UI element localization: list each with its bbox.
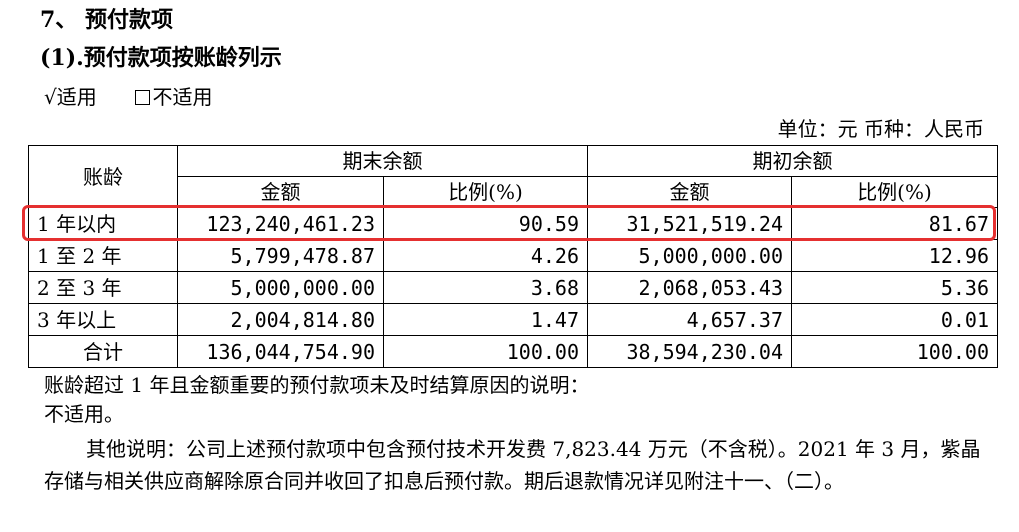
begin-amount-cell: 38,594,230.04 — [587, 335, 792, 368]
other-notes: 其他说明：公司上述预付款项中包含预付技术开发费 7,823.44 万元（不含税）… — [44, 437, 981, 493]
end-amount-cell: 123,240,461.23 — [177, 207, 384, 240]
aging-cell: 1 至 2 年 — [28, 239, 178, 272]
table-row: 1 至 2 年 5,799,478.87 4.26 5,000,000.00 1… — [28, 239, 998, 272]
table-row: 1 年以内 123,240,461.23 90.59 31,521,519.24… — [28, 207, 998, 240]
aging-table: 账龄 期末余额 期初余额 金额 比例(%) 金额 比例(%) 1 年以内 123… — [28, 145, 998, 368]
begin-ratio-cell: 0.01 — [791, 303, 998, 336]
applicability-options: √适用 不适用 — [44, 84, 212, 110]
empty-checkbox-icon — [135, 90, 151, 105]
aging-cell: 3 年以上 — [28, 303, 178, 336]
begin-amount-cell: 5,000,000.00 — [587, 239, 792, 272]
end-ratio-cell: 1.47 — [383, 303, 588, 336]
end-amount-cell: 5,799,478.87 — [177, 239, 384, 272]
applicable-label: 适用 — [56, 85, 97, 109]
end-ratio-cell: 3.68 — [383, 271, 588, 304]
section-subtitle: (1).预付款项按账龄列示 — [40, 45, 282, 71]
explanation-value: 不适用。 — [44, 402, 124, 426]
beginning-balance-header: 期初余额 — [587, 145, 998, 177]
begin-ratio-cell: 5.36 — [791, 271, 998, 304]
end-ratio-header: 比例(%) — [383, 176, 588, 208]
end-amount-cell: 5,000,000.00 — [177, 271, 384, 304]
total-row: 合计 136,044,754.90 100.00 38,594,230.04 1… — [28, 335, 998, 368]
begin-amount-cell: 31,521,519.24 — [587, 207, 792, 240]
begin-ratio-cell: 81.67 — [791, 207, 998, 240]
end-ratio-cell: 90.59 — [383, 207, 588, 240]
begin-ratio-cell: 100.00 — [791, 335, 998, 368]
end-amount-cell: 2,004,814.80 — [177, 303, 384, 336]
section-title: 7、 预付款项 — [40, 7, 173, 33]
table-row: 3 年以上 2,004,814.80 1.47 4,657.37 0.01 — [28, 303, 998, 336]
end-amount-cell: 136,044,754.90 — [177, 335, 384, 368]
table-row: 2 至 3 年 5,000,000.00 3.68 2,068,053.43 5… — [28, 271, 998, 304]
explanation-title: 账龄超过 1 年且金额重要的预付款项未及时结算原因的说明： — [44, 373, 590, 397]
begin-amount-cell: 4,657.37 — [587, 303, 792, 336]
ending-balance-header: 期末余额 — [177, 145, 588, 177]
begin-amount-cell: 2,068,053.43 — [587, 271, 792, 304]
aging-cell: 1 年以内 — [28, 207, 178, 240]
end-ratio-cell: 4.26 — [383, 239, 588, 272]
begin-ratio-header: 比例(%) — [791, 176, 998, 208]
not-applicable-label: 不适用 — [152, 85, 213, 109]
end-amount-header: 金额 — [177, 176, 384, 208]
total-label-cell: 合计 — [28, 335, 178, 368]
unit-currency-line: 单位：元 币种：人民币 — [777, 117, 984, 141]
end-ratio-cell: 100.00 — [383, 335, 588, 368]
begin-ratio-cell: 12.96 — [791, 239, 998, 272]
begin-amount-header: 金额 — [587, 176, 792, 208]
aging-header: 账龄 — [28, 145, 178, 208]
aging-cell: 2 至 3 年 — [28, 271, 178, 304]
checkmark-icon: √ — [44, 85, 57, 109]
